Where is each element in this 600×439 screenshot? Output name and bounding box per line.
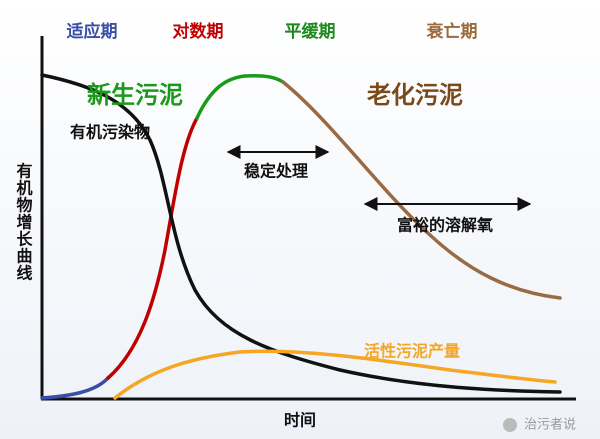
lag-curve xyxy=(40,376,110,400)
stage-label: 新生污泥 xyxy=(87,81,183,109)
annotation: 富裕的溶解氧 xyxy=(397,216,493,235)
phase-label: 对数期 xyxy=(173,21,224,42)
stage-label: 老化污泥 xyxy=(367,81,463,109)
phase-label: 适应期 xyxy=(67,21,118,42)
curve-label: 有机污染物 xyxy=(70,123,150,142)
annotation: 稳定处理 xyxy=(244,162,308,181)
watermark-icon xyxy=(503,418,517,432)
phase-label: 平缓期 xyxy=(285,21,336,42)
x-axis-label: 时间 xyxy=(284,411,316,430)
organic-curve xyxy=(40,73,562,394)
curve-label: 活性污泥产量 xyxy=(364,342,460,361)
decline-curve xyxy=(281,80,562,300)
sludge-yield-curve xyxy=(113,349,557,400)
watermark: 治污者说 xyxy=(524,418,576,433)
phase-label: 衰亡期 xyxy=(426,21,478,42)
stationary-curve xyxy=(195,74,285,120)
y-axis-label: 有机物增长曲线 xyxy=(14,162,33,282)
log-curve xyxy=(106,116,199,380)
